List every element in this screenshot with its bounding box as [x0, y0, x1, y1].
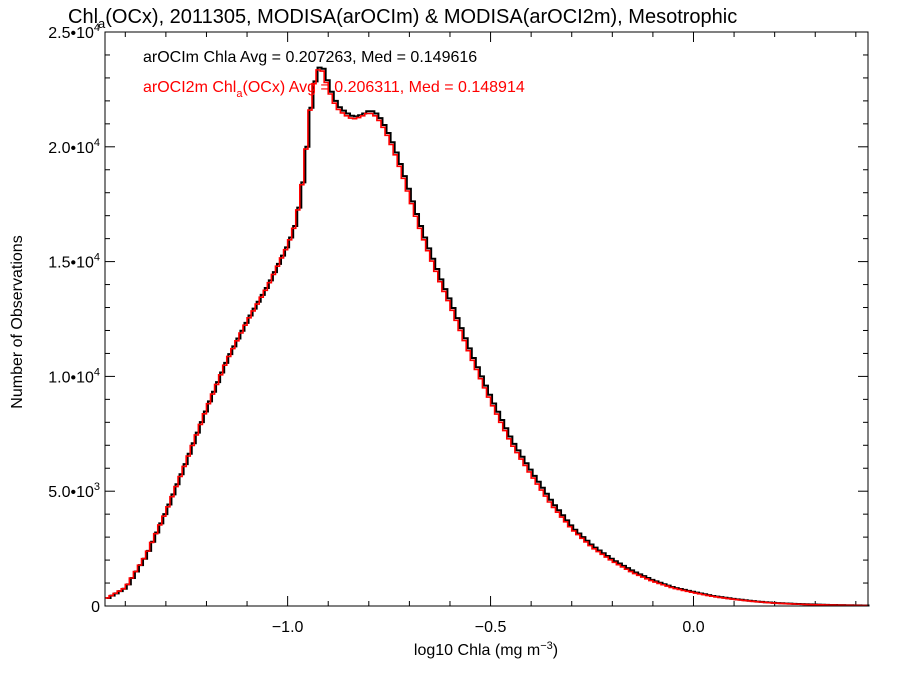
legend: arOCIm Chla Avg = 0.207263, Med = 0.1496…: [143, 49, 525, 100]
y-tick-label: 1.0•104: [48, 366, 100, 386]
y-tick-exponent: 3: [94, 481, 100, 493]
legend-entry-arocі2m: arOCI2m Chla(OCx) Avg = 0.206311, Med = …: [143, 79, 525, 100]
chart-title-main: Chl: [68, 6, 98, 28]
y-tick-mantissa: 1.5•10: [48, 255, 94, 272]
y-tick-mantissa: 1.0•10: [48, 369, 94, 386]
x-axis-title: log10 Chla (mg m−3): [414, 640, 558, 659]
legend-arocі2m-sub: a: [236, 88, 243, 100]
legend-arocim-main: arOCIm Chla: [143, 49, 236, 66]
x-axis-title-main: log10 Chla (mg m: [414, 642, 540, 659]
y-tick-exponent: 4: [94, 137, 100, 149]
y-tick-mantissa: 2.5•10: [48, 25, 94, 42]
y-tick-label: 2.5•104: [48, 22, 100, 42]
legend-arocі2m-main: arOCI2m Chl: [143, 79, 236, 96]
chart-title: Chla(OCx), 2011305, MODISA(arOCIm) & MOD…: [68, 6, 737, 31]
legend-entry-arocim: arOCIm Chla Avg = 0.207263, Med = 0.1496…: [143, 49, 477, 66]
x-axis-title-close: ): [553, 642, 558, 659]
plot-frame: [104, 31, 869, 607]
y-tick-exponent: 4: [94, 366, 100, 378]
x-tick-label: 0.0: [682, 619, 704, 636]
axis-ticks: 05.0•1031.0•1041.5•1042.0•1042.5•104−1.0…: [48, 22, 868, 636]
x-tick-label: −0.5: [475, 619, 507, 636]
y-tick-label: 5.0•103: [48, 481, 100, 501]
chart-title-sub: a: [98, 16, 106, 31]
series-layer: [105, 66, 870, 607]
chart-title-rest: (OCx), 2011305, MODISA(arOCIm) & MODISA(…: [105, 6, 737, 28]
y-tick-exponent: 4: [94, 22, 100, 34]
y-tick-label: 0: [91, 599, 100, 616]
y-tick-label: 1.5•104: [48, 252, 100, 272]
y-tick-mantissa: 0: [91, 599, 100, 616]
y-tick-exponent: 4: [94, 252, 100, 264]
series-line-arocim: [106, 66, 870, 607]
x-axis-title-sup: −3: [540, 640, 553, 652]
legend-arocim-rest: Avg = 0.207263, Med = 0.149616: [236, 49, 477, 66]
series-line-aroci2m: [105, 69, 868, 607]
y-tick-label: 2.0•104: [48, 137, 100, 157]
y-tick-mantissa: 2.0•10: [48, 140, 94, 157]
x-tick-label: −1.0: [272, 619, 304, 636]
y-axis-title: Number of Observations: [9, 235, 26, 408]
legend-arocі2m-rest: (OCx) Avg = 0.206311, Med = 0.148914: [242, 79, 524, 96]
y-tick-mantissa: 5.0•10: [48, 484, 94, 501]
